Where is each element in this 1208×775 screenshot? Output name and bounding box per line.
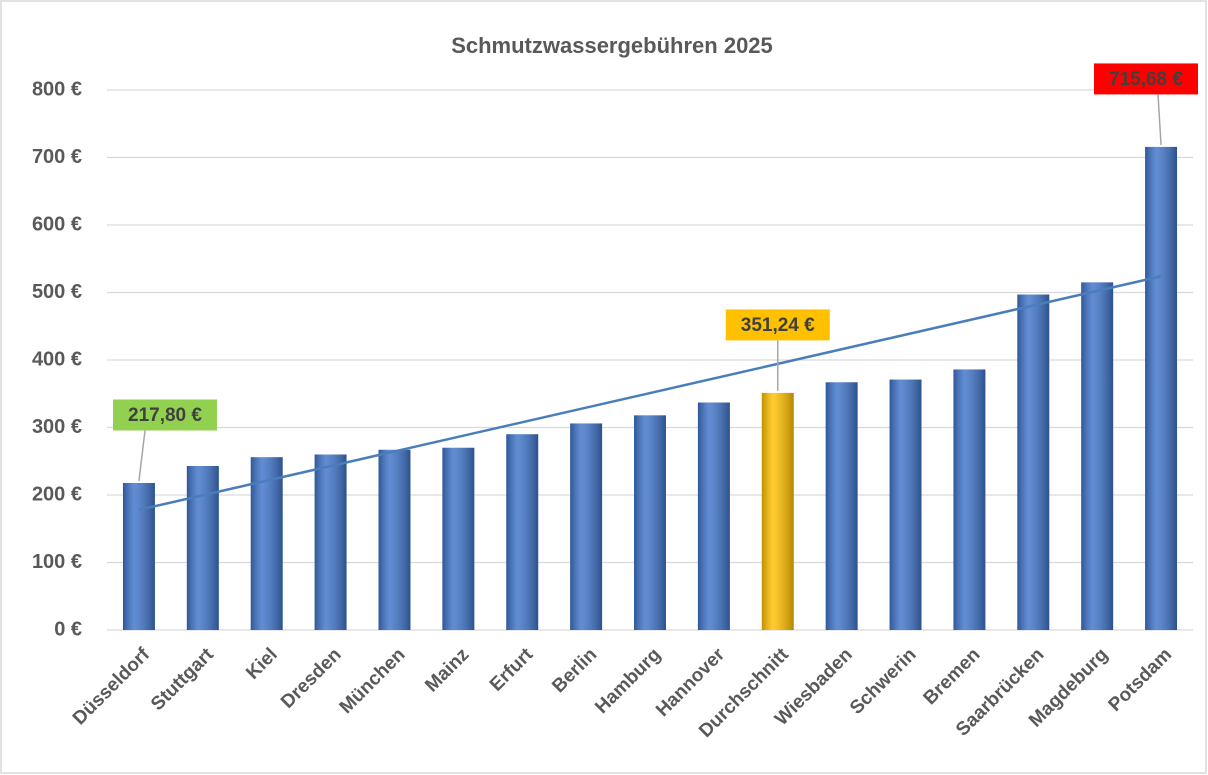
y-tick-label: 400 € <box>32 348 82 370</box>
y-tick-label: 600 € <box>32 213 82 235</box>
leader-line <box>1157 94 1162 145</box>
y-tick-label: 100 € <box>32 551 82 573</box>
y-tick-label: 300 € <box>32 416 82 438</box>
bar-shade <box>889 379 922 630</box>
bar-shade <box>570 423 603 630</box>
bar <box>634 415 666 630</box>
bar-shade <box>634 415 666 630</box>
bar-shade <box>953 369 986 630</box>
bar <box>186 465 219 630</box>
bar <box>506 434 539 630</box>
value-label-box <box>113 399 217 431</box>
y-tick-label: 0 € <box>54 618 82 640</box>
bar-shade <box>378 449 411 630</box>
y-tick-label: 200 € <box>32 483 82 505</box>
bar-shade <box>1017 294 1050 630</box>
bar <box>1145 146 1178 630</box>
bar-shade <box>761 392 794 630</box>
bar <box>889 379 922 630</box>
bar <box>1081 282 1114 630</box>
bar <box>378 449 411 630</box>
bar-shade <box>122 482 155 630</box>
bar <box>122 482 155 630</box>
bar <box>570 423 603 630</box>
bar <box>250 457 283 630</box>
chart-title: Schmutzwassergebühren 2025 <box>451 33 773 58</box>
bar-shade <box>1081 282 1114 630</box>
bar <box>697 402 730 630</box>
bar <box>314 454 347 630</box>
y-tick-label: 700 € <box>32 146 82 168</box>
value-label-box <box>725 309 830 341</box>
bar <box>761 392 794 630</box>
bar-shade <box>1145 146 1178 630</box>
value-label-box <box>1094 63 1198 95</box>
value-label: 715,68 € <box>1109 69 1183 90</box>
bar <box>1017 294 1050 630</box>
y-tick-label: 800 € <box>32 78 82 100</box>
trendline <box>138 275 1162 512</box>
bar-shade <box>697 402 730 630</box>
bar <box>953 369 986 630</box>
y-tick-label: 500 € <box>32 281 82 303</box>
bar <box>442 447 475 630</box>
bar-shade <box>186 465 219 630</box>
bar-shade <box>250 457 283 630</box>
bar <box>825 382 858 630</box>
bar-shade <box>314 454 347 630</box>
bar-shade <box>442 447 475 630</box>
bar-shade <box>825 382 858 630</box>
leader-line <box>138 430 146 482</box>
value-label: 351,24 € <box>741 315 815 336</box>
value-label: 217,80 € <box>128 405 202 426</box>
bar-shade <box>506 434 539 630</box>
